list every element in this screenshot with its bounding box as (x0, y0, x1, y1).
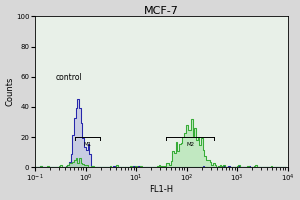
X-axis label: FL1-H: FL1-H (149, 185, 173, 194)
Text: control: control (55, 73, 82, 82)
Title: MCF-7: MCF-7 (144, 6, 179, 16)
Text: M1: M1 (83, 142, 92, 147)
Y-axis label: Counts: Counts (6, 77, 15, 106)
Text: M2: M2 (186, 142, 194, 147)
